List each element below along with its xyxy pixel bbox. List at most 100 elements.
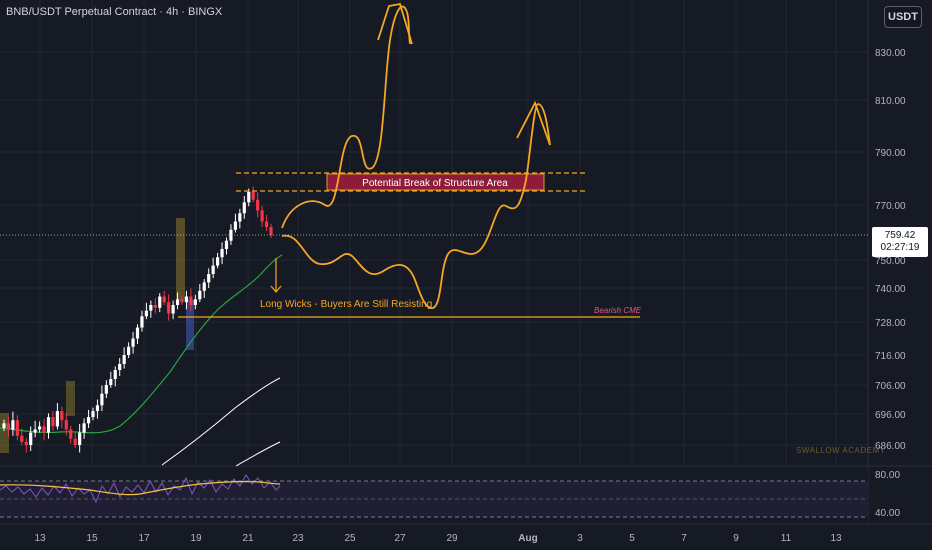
candle-body [95, 405, 100, 412]
candle-body [2, 423, 6, 428]
time-tick-label: 13 [34, 533, 46, 544]
time-tick-label: 5 [629, 533, 635, 544]
price-tick-label: 728.00 [875, 318, 906, 329]
projection-arrow-upper [377, 2, 413, 45]
candle-body [171, 305, 175, 314]
candle-body [20, 435, 24, 442]
candle-body [167, 302, 171, 314]
watermark: SWALLOW ACADEMY [796, 446, 886, 455]
candle-body [247, 191, 251, 203]
bos-zone [326, 173, 545, 191]
candle-body [233, 221, 237, 230]
time-tick-label: 29 [446, 533, 458, 544]
candle-body [51, 417, 55, 427]
candle-body [42, 426, 46, 433]
price-tick-label: 740.00 [875, 284, 906, 295]
candle-body [180, 299, 184, 303]
candle-body [15, 420, 19, 436]
price-tick-label: 716.00 [875, 351, 906, 362]
candle-body [122, 355, 126, 364]
time-tick-label: 7 [681, 533, 687, 544]
rsi-ma-line [0, 481, 281, 496]
projection-arrow-lower [516, 100, 551, 146]
vertical-grid [39, 0, 837, 524]
candle-body [193, 299, 197, 305]
price-tick-label: 830.00 [875, 48, 906, 59]
candle-body [149, 305, 153, 311]
highlight-boxes [0, 218, 194, 453]
candle-body [86, 417, 91, 424]
candle-body [153, 305, 157, 308]
candle-body [184, 296, 189, 303]
time-tick-label: 23 [292, 533, 304, 544]
candle-body [224, 240, 229, 249]
candle-body [69, 429, 73, 439]
rsi-tick-label: 80.00 [875, 470, 900, 481]
current-price-label: 759.42 02:27:19 [872, 227, 928, 257]
candle-body [242, 202, 246, 214]
candle-body [211, 265, 215, 274]
candle-body [100, 393, 104, 406]
candle-body [91, 411, 95, 418]
candle-body [202, 282, 206, 291]
candle-body [162, 296, 166, 303]
time-tick-label: 27 [394, 533, 406, 544]
candle-body [73, 438, 77, 445]
candle-body [131, 338, 135, 347]
candle-body [38, 426, 42, 430]
candle-body [140, 316, 144, 328]
candle-body [229, 229, 233, 241]
candle-body [55, 411, 59, 427]
price-tick-label: 810.00 [875, 96, 906, 107]
horizontal-grid [0, 51, 868, 446]
candle-body [238, 213, 242, 222]
candle-body [216, 257, 220, 266]
wick-arrow [270, 258, 282, 293]
candle-body [33, 429, 37, 433]
time-tick-label: 13 [830, 533, 842, 544]
candle-body [264, 221, 269, 227]
candle-body [46, 417, 51, 433]
time-tick-label: 9 [733, 533, 739, 544]
currency-button[interactable]: USDT [884, 6, 922, 28]
candle-body [135, 327, 140, 339]
candle-body [127, 346, 131, 355]
green-ma-line [0, 254, 283, 434]
candle-body [29, 432, 33, 445]
bos-label: Potential Break of Structure Area [362, 178, 508, 189]
price-axis-bg [868, 0, 932, 524]
candle-body [113, 370, 117, 379]
candles [2, 186, 273, 453]
price-tick-label: 770.00 [875, 201, 906, 212]
white-ma-line-upper [161, 377, 281, 466]
candle-countdown: 02:27:19 [880, 242, 920, 253]
current-price-value: 759.42 [884, 230, 916, 241]
candle-body [207, 274, 211, 283]
candle-body [6, 423, 11, 430]
price-tick-label: 686.00 [875, 441, 906, 452]
candle-body [11, 420, 15, 430]
candle-body [175, 299, 180, 305]
price-tick-label: 706.00 [875, 381, 906, 392]
candle-body [60, 411, 64, 421]
chart-title: BNB/USDT Perpetual Contract · 4h · BINGX [6, 6, 223, 18]
candle-body [104, 385, 108, 394]
price-tick-label: 750.00 [875, 256, 906, 267]
projection-path-upper [281, 5, 411, 229]
candle-body [189, 296, 193, 305]
candle-body [64, 420, 68, 430]
wick-note: Long Wicks - Buyers Are Still Resisting [260, 299, 432, 310]
candle-body [78, 432, 82, 445]
time-tick-label: 19 [190, 533, 202, 544]
bearish-cme-label: Bearish CME [594, 306, 642, 315]
candle-body [269, 227, 273, 236]
time-tick-label: 15 [86, 533, 98, 544]
price-tick-label: 696.00 [875, 410, 906, 421]
candle-body [251, 191, 255, 200]
price-tick-label: 790.00 [875, 148, 906, 159]
candle-body [220, 249, 224, 258]
candle-body [82, 423, 86, 433]
candle-body [198, 290, 202, 300]
time-tick-label: 17 [138, 533, 150, 544]
